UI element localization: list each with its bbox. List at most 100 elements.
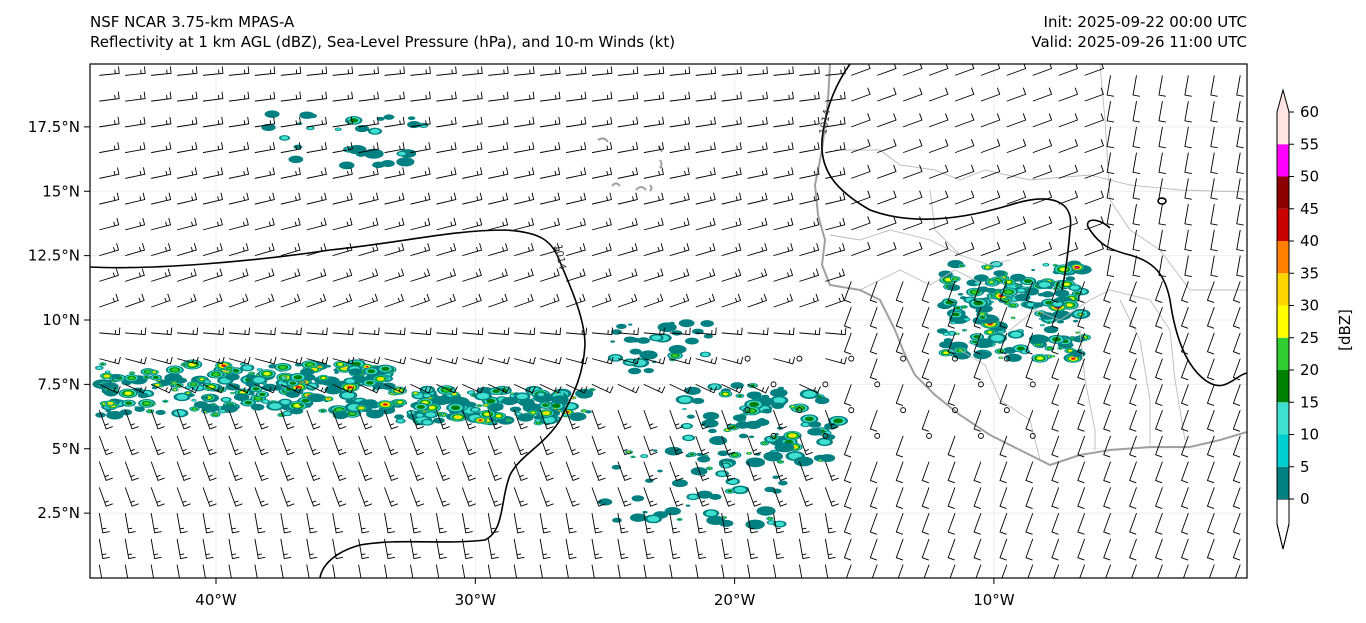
- wind-barb: [591, 91, 613, 102]
- wind-barb: [1077, 384, 1086, 406]
- wind-barb: [695, 293, 716, 308]
- wind-barb: [1180, 332, 1189, 355]
- reflectivity-cell: [771, 402, 785, 409]
- wind-barb: [540, 116, 561, 128]
- wind-barb: [540, 142, 561, 154]
- wind-barb: [358, 383, 381, 394]
- wind-barb: [643, 461, 658, 481]
- wind-barb: [1155, 409, 1163, 432]
- wind-barb: [721, 142, 742, 154]
- wind-barb: [1206, 512, 1215, 535]
- reflectivity-cell: [987, 331, 993, 334]
- wind-barb: [539, 538, 551, 560]
- reflectivity-cell: [672, 353, 679, 358]
- reflectivity-cell: [950, 303, 957, 307]
- reflectivity-cell: [1010, 331, 1022, 338]
- wind-barb: [306, 409, 321, 430]
- reflectivity-cell: [1068, 349, 1073, 352]
- wind-barb: [488, 356, 510, 365]
- reflectivity-cell: [365, 380, 374, 385]
- wind-barb: [973, 487, 982, 509]
- wind-barb: [1180, 538, 1189, 561]
- wind-barb: [1084, 242, 1105, 257]
- wind-barb: [228, 461, 243, 481]
- reflectivity-cell: [802, 422, 809, 427]
- reflectivity-cell: [345, 378, 355, 384]
- wind-barb: [643, 513, 655, 534]
- reflectivity-cell: [1017, 288, 1025, 293]
- wind-barb: [999, 538, 1008, 561]
- wind-barb: [1208, 564, 1215, 578]
- wind-barb: [824, 513, 836, 534]
- country-borders: [829, 64, 1247, 461]
- wind-barb: [877, 87, 897, 102]
- wind-barb: [99, 142, 120, 154]
- calm-wind-marker: [770, 381, 777, 388]
- wind-barbs: [98, 64, 1244, 578]
- wind-barb: [999, 281, 1008, 303]
- wind-barb: [695, 167, 716, 179]
- reflectivity-cell: [448, 396, 465, 405]
- wind-barb: [487, 538, 499, 560]
- wind-barb: [617, 217, 638, 231]
- reflectivity-cell: [726, 429, 729, 431]
- reflectivity-cell: [212, 403, 215, 406]
- wind-barb: [999, 487, 1008, 509]
- wind-barb: [1051, 409, 1060, 432]
- wind-barb: [487, 435, 502, 456]
- wind-barb: [358, 116, 379, 128]
- wind-barb: [1131, 564, 1137, 578]
- wind-barb: [825, 91, 846, 102]
- reflectivity-cell: [537, 392, 545, 397]
- wind-barb: [306, 435, 321, 456]
- reflectivity-cell: [1056, 319, 1065, 324]
- reflectivity-cell: [1053, 301, 1063, 307]
- wind-barb: [1155, 306, 1163, 329]
- wind-barb: [358, 243, 379, 257]
- wind-barb: [565, 243, 586, 257]
- reflectivity-cell: [163, 400, 167, 403]
- reflectivity-cell: [213, 413, 218, 416]
- wind-barb: [280, 167, 301, 179]
- wind-barb: [1032, 113, 1053, 128]
- reflectivity-cell: [719, 519, 734, 527]
- reflectivity-cell: [598, 498, 613, 506]
- reflectivity-cell: [990, 334, 1004, 342]
- wind-barb: [488, 142, 509, 154]
- wind-barb: [1058, 242, 1079, 257]
- wind-barb: [1232, 332, 1241, 355]
- wind-barb: [540, 192, 561, 205]
- calm-wind-marker: [926, 381, 933, 388]
- wind-barb: [410, 564, 414, 578]
- wind-barb: [125, 91, 146, 102]
- wind-barb: [306, 487, 321, 507]
- wind-barb: [358, 142, 379, 154]
- reflectivity-cell: [1076, 332, 1079, 333]
- wind-barb: [436, 293, 456, 308]
- reflectivity-cell: [363, 148, 384, 159]
- wind-barb: [435, 487, 450, 507]
- wind-barb: [358, 461, 373, 481]
- reflectivity-cell: [151, 403, 155, 405]
- wind-barb: [462, 167, 483, 179]
- reflectivity-cell: [616, 323, 627, 329]
- wind-barb: [721, 356, 744, 365]
- wind-barb: [1051, 512, 1060, 535]
- wind-barb: [461, 538, 473, 560]
- wind-barb: [928, 242, 949, 257]
- wind-barb: [669, 435, 684, 456]
- reflectivity-cell: [664, 446, 683, 456]
- wind-barb: [254, 487, 269, 507]
- wind-barb: [747, 513, 759, 534]
- wind-barb: [721, 461, 736, 481]
- wind-barb: [228, 409, 243, 430]
- reflectivity-cell: [1054, 264, 1057, 266]
- wind-barb: [773, 66, 794, 76]
- reflectivity-cell: [819, 439, 831, 445]
- wind-barb: [332, 217, 353, 231]
- reflectivity-cell: [686, 414, 695, 419]
- reflectivity-cell: [1010, 273, 1026, 282]
- wind-barb: [1129, 358, 1137, 381]
- reflectivity-cell: [244, 400, 253, 405]
- wind-barb: [902, 139, 923, 154]
